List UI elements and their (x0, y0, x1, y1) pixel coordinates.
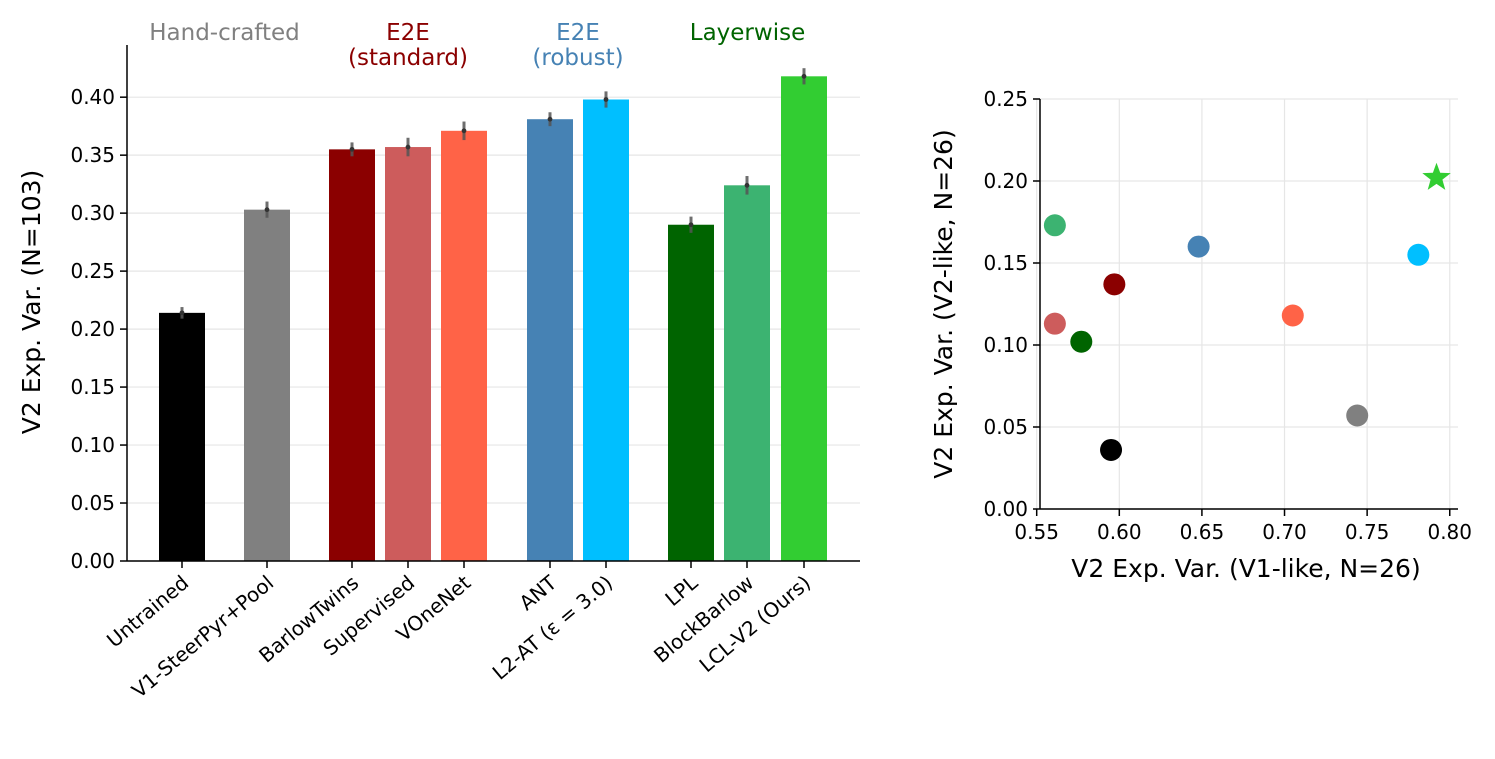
bar-supervised (385, 147, 431, 561)
group-label-e2e-standard-line-1: E2E (386, 20, 430, 46)
bar-chart-axes (126, 45, 860, 562)
scatter-y-tick-label-4: 0.20 (983, 169, 1028, 193)
bar-y-tick-label-0: 0.00 (70, 549, 115, 573)
bar-x-tick-label-v1-steerpyr-pool: V1-SteerPyr+Pool (127, 570, 278, 702)
error-bar-mean-lcl-v2-ours (801, 73, 807, 79)
group-label-layerwise-line-1: Layerwise (690, 20, 805, 46)
bar-y-tick-label-8: 0.40 (70, 85, 115, 109)
bar-y-tick-label-4: 0.20 (70, 317, 115, 341)
scatter-x-tick-label-5: 0.80 (1427, 520, 1472, 544)
bar-chart-y-axis-label: V2 Exp. Var. (N=103) (17, 170, 46, 435)
bar-l2-at-3-0 (583, 99, 629, 562)
bar-blockbarlow (724, 185, 770, 562)
scatter-chart: 0.00 0.05 0.10 0.15 0.20 0.25 0.55 0.60 0.65 0.7… (929, 87, 1472, 583)
error-bar-mean-ant (547, 116, 553, 122)
scatter-x-tick-label-4: 0.75 (1345, 520, 1390, 544)
scatter-chart-axes (1039, 99, 1458, 510)
scatter-point-supervised (1043, 312, 1066, 335)
bar-chart: 0.00 0.05 0.10 0.15 0.20 0.25 0.30 0.35 0.40 Unt… (17, 20, 860, 703)
error-bar-mean-barlowtwins (349, 146, 355, 152)
error-bar-mean-untrained (179, 310, 185, 316)
scatter-point-vonenet (1281, 304, 1304, 327)
scatter-point-blockbarlow (1043, 214, 1066, 237)
scatter-point-l2-at-3-0 (1407, 243, 1430, 266)
bar-chart-error-bars (179, 68, 807, 319)
bar-lpl (668, 224, 714, 561)
error-bar-mean-v1-steerpyr-pool (264, 207, 270, 213)
bar-lcl-v2-ours (781, 76, 827, 561)
group-label-e2e-robust-line-1: E2E (556, 20, 600, 46)
bar-vonenet (441, 130, 487, 561)
bar-barlowtwins (329, 149, 375, 561)
scatter-y-tick-label-0: 0.00 (983, 497, 1028, 521)
scatter-x-tick-label-2: 0.65 (1180, 520, 1225, 544)
bar-untrained (159, 312, 205, 561)
bar-chart-bars (159, 76, 827, 562)
scatter-chart-y-ticks: 0.00 0.05 0.10 0.15 0.20 0.25 (983, 87, 1040, 521)
bar-y-tick-label-7: 0.35 (70, 143, 115, 167)
scatter-chart-y-axis-label: V2 Exp. Var. (V2-like, N=26) (929, 129, 958, 478)
error-bar-mean-supervised (405, 144, 411, 150)
bar-chart-y-ticks: 0.00 0.05 0.10 0.15 0.20 0.25 0.30 0.35 0.40 (70, 85, 127, 573)
scatter-chart-x-axis-label: V2 Exp. Var. (V1-like, N=26) (1071, 554, 1420, 583)
bar-y-tick-label-5: 0.25 (70, 259, 115, 283)
scatter-x-tick-label-1: 0.60 (1097, 520, 1142, 544)
group-label-e2e-standard-line-2: (standard) (348, 45, 468, 71)
bar-y-tick-label-1: 0.05 (70, 491, 115, 515)
error-bar-mean-lpl (688, 222, 694, 228)
scatter-point-ant (1187, 235, 1210, 258)
scatter-point-barlowtwins (1103, 273, 1126, 296)
bar-y-tick-label-6: 0.30 (70, 201, 115, 225)
scatter-y-tick-label-3: 0.15 (983, 251, 1028, 275)
scatter-chart-points (1043, 162, 1451, 461)
scatter-point-lpl (1070, 330, 1093, 353)
scatter-x-tick-label-3: 0.70 (1262, 520, 1307, 544)
scatter-y-tick-label-1: 0.05 (983, 415, 1028, 439)
scatter-x-tick-label-0: 0.55 (1014, 520, 1059, 544)
bar-y-tick-label-3: 0.15 (70, 375, 115, 399)
bar-x-tick-label-lpl: LPL (660, 570, 702, 611)
group-label-e2e-robust-line-2: (robust) (532, 45, 623, 71)
bar-x-tick-label-ant: ANT (514, 570, 561, 615)
bar-chart-x-ticks: UntrainedV1-SteerPyr+PoolBarlowTwinsSupe… (102, 561, 815, 703)
scatter-point-v1-steerpyr-pool (1346, 404, 1369, 427)
error-bar-mean-blockbarlow (744, 182, 750, 188)
scatter-y-tick-label-5: 0.25 (983, 87, 1028, 111)
scatter-chart-x-ticks: 0.55 0.60 0.65 0.70 0.75 0.80 (1014, 509, 1472, 544)
scatter-chart-grid (1036, 98, 1458, 510)
error-bar-mean-l2-at-3-0 (603, 97, 609, 102)
bar-v1-steerpyr-pool (244, 209, 290, 561)
error-bar-mean-vonenet (461, 128, 467, 134)
bar-ant (527, 119, 573, 561)
scatter-point-lcl-v2-ours (1422, 162, 1451, 190)
bar-y-tick-label-2: 0.10 (70, 433, 115, 457)
group-label-hand-crafted-line-1: Hand-crafted (149, 20, 300, 46)
scatter-point-untrained (1100, 438, 1123, 461)
bar-chart-group-labels: Hand-crafted E2E(standard)E2E(robust)Laye… (149, 20, 805, 71)
scatter-y-tick-label-2: 0.10 (983, 333, 1028, 357)
